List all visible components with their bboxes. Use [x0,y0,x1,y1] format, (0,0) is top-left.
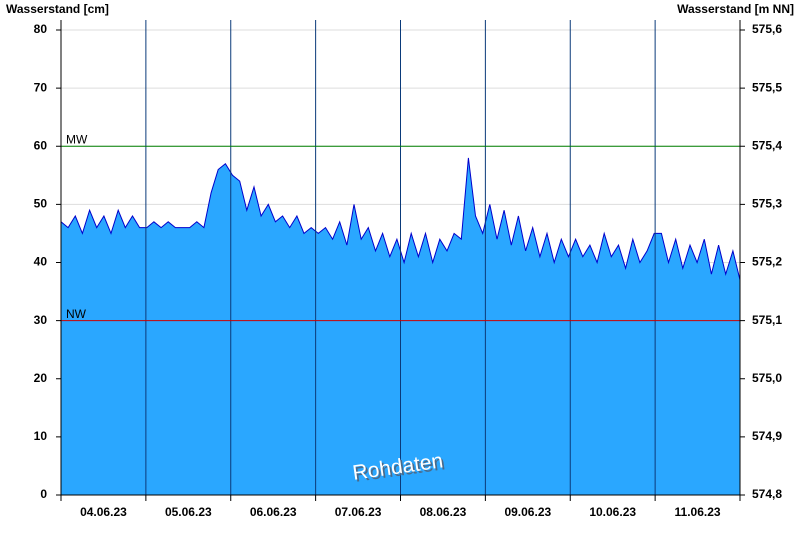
y-tick-label: 20 [34,371,48,385]
y-tick-label: 70 [34,80,48,94]
y2-tick-label: 574,9 [752,429,782,443]
y-tick-label: 40 [34,255,48,269]
x-tick-label: 05.06.23 [165,505,212,519]
reference-label: MW [66,132,88,146]
x-tick-label: 10.06.23 [589,505,636,519]
y2-axis-title: Wasserstand [m NN] [677,2,794,16]
y2-tick-label: 574,8 [752,487,782,501]
y2-tick-label: 575,0 [752,371,782,385]
y-tick-label: 0 [40,487,47,501]
y2-tick-label: 575,3 [752,197,782,211]
y2-tick-label: 575,4 [752,138,782,152]
x-tick-label: 07.06.23 [335,505,382,519]
y-tick-label: 60 [34,138,48,152]
x-tick-label: 09.06.23 [504,505,551,519]
reference-label: NW [66,307,87,321]
y-tick-label: 30 [34,313,48,327]
x-tick-label: 04.06.23 [80,505,127,519]
x-tick-label: 08.06.23 [420,505,467,519]
y-tick-label: 80 [34,22,48,36]
y2-tick-label: 575,6 [752,22,782,36]
y2-tick-label: 575,5 [752,80,782,94]
y-axis-title: Wasserstand [cm] [6,2,109,16]
x-tick-label: 11.06.23 [675,505,721,519]
y2-tick-label: 575,1 [752,313,782,327]
x-tick-label: 06.06.23 [250,505,297,519]
y-tick-label: 10 [34,429,48,443]
y-tick-label: 50 [34,197,48,211]
y2-tick-label: 575,2 [752,255,782,269]
